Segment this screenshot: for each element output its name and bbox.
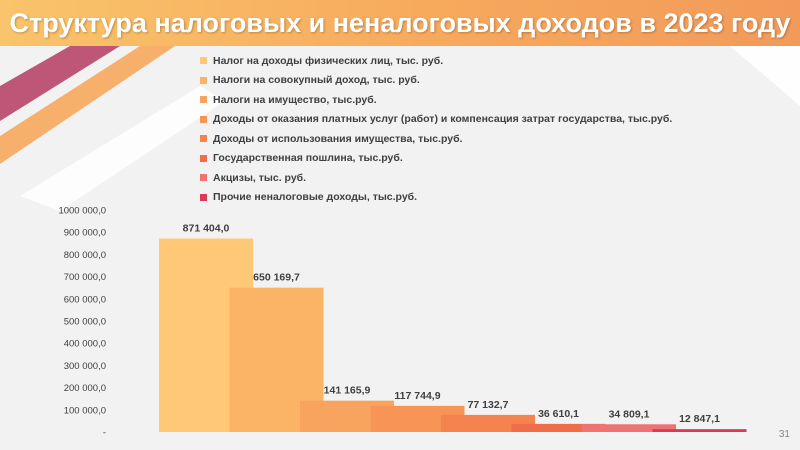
y-tick-label: 900 000,0 bbox=[64, 228, 106, 239]
legend-label: Акцизы, тыс. руб. bbox=[213, 171, 307, 184]
legend-item: Доходы от оказания платных услуг (работ)… bbox=[200, 110, 760, 130]
bar bbox=[652, 429, 747, 432]
y-tick-label: 800 000,0 bbox=[64, 250, 106, 261]
slide-title: Структура налоговых и неналоговых доходо… bbox=[9, 8, 791, 38]
data-label: 650 169,7 bbox=[253, 272, 300, 284]
bar bbox=[511, 423, 606, 432]
page-number: 31 bbox=[778, 429, 790, 440]
bar bbox=[582, 424, 676, 432]
legend-label: Прочие неналоговые доходы, тыс.руб. bbox=[213, 191, 418, 204]
y-tick-label: 200 000,0 bbox=[64, 383, 106, 394]
legend-swatch bbox=[200, 96, 207, 104]
legend-swatch bbox=[200, 135, 207, 143]
y-tick-label: 700 000,0 bbox=[64, 272, 106, 283]
legend-label: Государственная пошлина, тыс.руб. bbox=[213, 152, 403, 165]
legend-label: Доходы от оказания платных услуг (работ)… bbox=[213, 113, 673, 126]
decorative-ribbon-right bbox=[730, 46, 800, 106]
data-label: 77 132,7 bbox=[468, 399, 509, 411]
y-tick-label: 100 000,0 bbox=[64, 405, 106, 416]
legend-swatch bbox=[200, 154, 207, 162]
data-label: 871 404,0 bbox=[183, 223, 230, 235]
legend-item: Государственная пошлина, тыс.руб. bbox=[200, 149, 760, 169]
data-label: 12 847,1 bbox=[679, 413, 720, 425]
y-tick-label: 1000 000,0 bbox=[58, 206, 106, 217]
legend-item: Прочие неналоговые доходы, тыс.руб. bbox=[200, 188, 760, 208]
title-bar: Структура налоговых и неналоговых доходо… bbox=[0, 0, 800, 46]
legend-swatch bbox=[200, 57, 207, 65]
y-tick-label: 500 000,0 bbox=[64, 317, 106, 328]
legend-swatch bbox=[200, 115, 207, 123]
legend-label: Доходы от использования имущества, тыс.р… bbox=[213, 132, 463, 145]
y-tick-label: 600 000,0 bbox=[64, 294, 106, 305]
data-label: 141 165,9 bbox=[324, 385, 371, 397]
data-label: 34 809,1 bbox=[609, 408, 650, 420]
chart-legend: Налог на доходы физических лиц, тыс. руб… bbox=[200, 51, 760, 207]
legend-swatch bbox=[200, 193, 207, 201]
legend-item: Налог на доходы физических лиц, тыс. руб… bbox=[200, 51, 760, 71]
legend-item: Налоги на совокупный доход, тыс. руб. bbox=[200, 71, 760, 91]
legend-label: Налоги на совокупный доход, тыс. руб. bbox=[213, 74, 420, 87]
data-label: 117 744,9 bbox=[394, 390, 440, 402]
legend-label: Налог на доходы физических лиц, тыс. руб… bbox=[213, 54, 444, 67]
y-tick-label: 400 000,0 bbox=[64, 339, 106, 350]
legend-item: Налоги на имущество, тыс.руб. bbox=[200, 90, 760, 110]
y-tick-label: - bbox=[103, 428, 106, 439]
legend-item: Доходы от использования имущества, тыс.р… bbox=[200, 129, 760, 149]
y-tick-label: 300 000,0 bbox=[64, 361, 106, 372]
legend-label: Налоги на имущество, тыс.руб. bbox=[213, 93, 377, 106]
legend-swatch bbox=[200, 76, 207, 84]
legend-swatch bbox=[200, 174, 207, 182]
decorative-ribbon-left bbox=[0, 46, 225, 211]
legend-item: Акцизы, тыс. руб. bbox=[200, 168, 760, 188]
data-label: 36 610,1 bbox=[538, 408, 579, 420]
